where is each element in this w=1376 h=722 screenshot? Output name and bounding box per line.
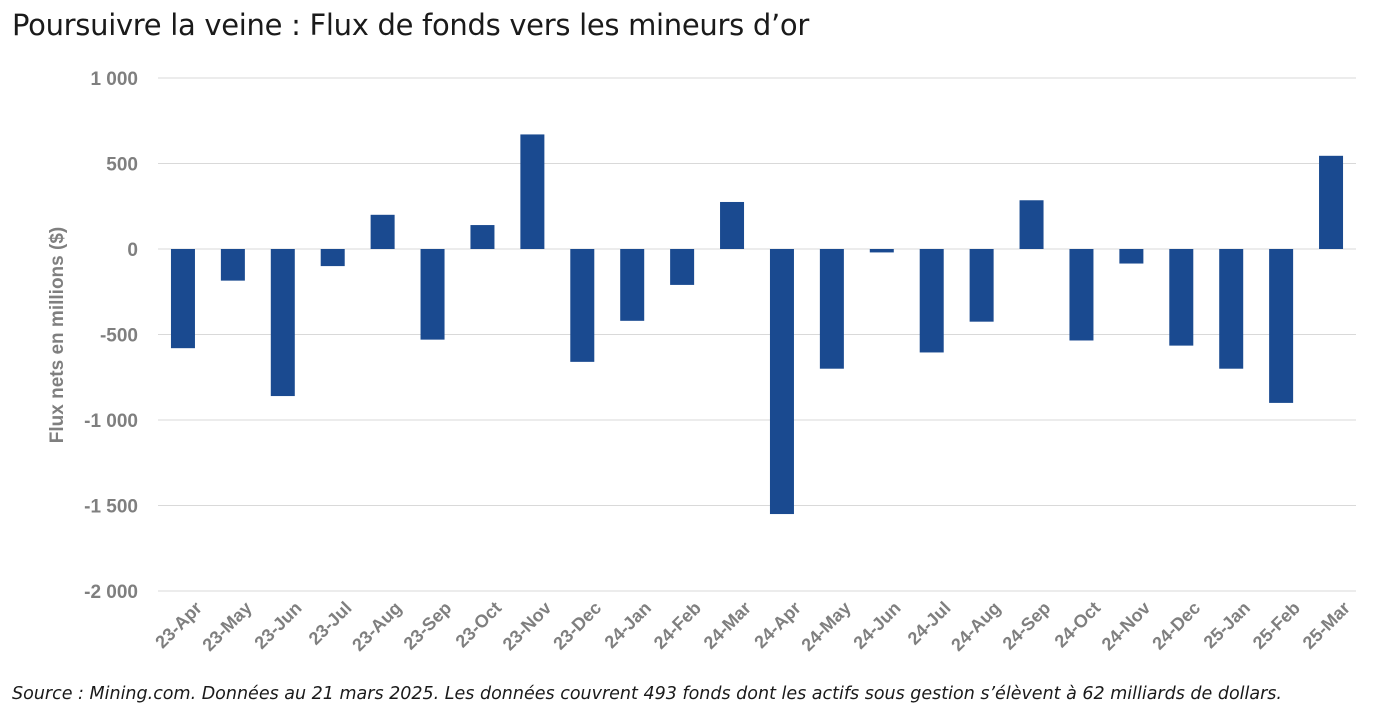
- y-axis-label: Flux nets en millions ($): [47, 227, 68, 443]
- y-tick-label: -1 500: [84, 497, 138, 518]
- bar-24-Nov: [1119, 249, 1144, 264]
- source-note: Source : Mining.com. Données au 21 mars …: [12, 684, 1282, 704]
- bar-24-Feb: [670, 249, 695, 285]
- x-tick-label: 24-Jan: [601, 598, 655, 652]
- bar-23-Apr: [170, 249, 195, 349]
- x-tick-label: 24-Sep: [999, 598, 1055, 654]
- x-tick-label: 24-Oct: [1051, 598, 1105, 652]
- x-axis-ticks: 23-Apr23-May23-Jun23-Jul23-Aug23-Sep23-O…: [151, 598, 1354, 655]
- bar-25-Jan: [1219, 249, 1244, 369]
- bar-23-Sep: [420, 249, 445, 340]
- bar-24-Mar: [720, 201, 745, 249]
- bar-23-Jul: [320, 249, 345, 267]
- chart-title: Poursuivre la veine : Flux de fonds vers…: [12, 8, 809, 42]
- bar-23-Oct: [470, 225, 495, 249]
- x-tick-label: 23-Apr: [151, 598, 205, 652]
- x-tick-label: 23-Aug: [348, 598, 405, 655]
- x-tick-label: 23-Sep: [400, 598, 456, 654]
- y-tick-label: 1 000: [90, 69, 138, 90]
- x-tick-label: 23-Oct: [452, 598, 506, 652]
- y-tick-label: -2 000: [84, 582, 138, 603]
- bar-24-Dec: [1169, 249, 1194, 346]
- y-tick-label: 500: [106, 155, 138, 176]
- bar-23-Nov: [520, 134, 545, 249]
- x-tick-label: 23-Nov: [499, 598, 556, 655]
- y-tick-label: -500: [100, 326, 138, 347]
- x-tick-label: 24-Mar: [700, 598, 755, 653]
- x-tick-label: 24-Jun: [849, 598, 904, 653]
- x-tick-label: 24-Nov: [1098, 598, 1155, 655]
- bar-23-Aug: [370, 214, 395, 249]
- y-tick-label: -1 000: [84, 411, 138, 432]
- x-tick-label: 24-Dec: [1148, 598, 1204, 654]
- bar-24-Oct: [1069, 249, 1094, 341]
- x-tick-label: 23-Jun: [250, 598, 305, 653]
- x-tick-label: 24-Apr: [750, 598, 804, 652]
- bar-24-Aug: [969, 249, 994, 322]
- x-tick-label: 24-Feb: [650, 598, 705, 653]
- bar-25-Mar: [1319, 155, 1344, 249]
- x-tick-label: 24-Aug: [947, 598, 1004, 655]
- bar-24-May: [819, 249, 844, 369]
- x-tick-label: 24-May: [797, 598, 854, 655]
- bars: [170, 134, 1344, 515]
- bar-23-Jun: [270, 249, 295, 397]
- gridlines: [158, 77, 1356, 592]
- x-tick-label: 25-Jan: [1200, 598, 1254, 652]
- bar-24-Jul: [919, 249, 944, 353]
- y-tick-label: 0: [127, 240, 138, 261]
- bar-23-Dec: [570, 249, 595, 362]
- x-tick-label: 25-Mar: [1299, 598, 1354, 653]
- bar-24-Sep: [1019, 200, 1044, 249]
- y-axis-ticks: 1 000 500 0 -500 -1 000 -1 500 -2 000: [84, 69, 138, 603]
- bar-24-Apr: [769, 249, 794, 515]
- bar-24-Jun: [869, 249, 894, 253]
- bar-25-Feb: [1269, 249, 1294, 403]
- bar-24-Jan: [620, 249, 645, 321]
- x-tick-label: 23-May: [198, 598, 255, 655]
- x-tick-label: 25-Feb: [1249, 598, 1304, 653]
- x-tick-label: 23-Dec: [549, 598, 605, 654]
- bar-23-May: [220, 249, 245, 281]
